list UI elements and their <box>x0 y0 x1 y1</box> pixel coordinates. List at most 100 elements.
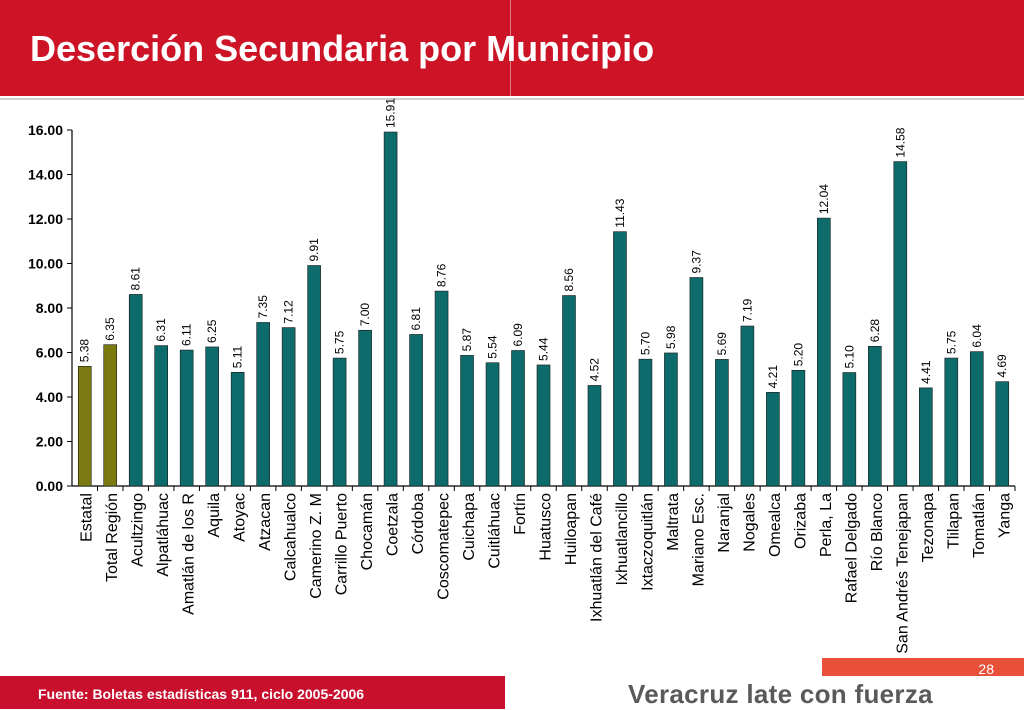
data-label: 5.75 <box>944 330 958 354</box>
data-label: 6.09 <box>511 323 525 347</box>
source-note: Fuente: Boletas estadísticas 911, ciclo … <box>38 686 365 702</box>
bar <box>230 372 245 487</box>
category-label: Naranjal <box>716 493 733 553</box>
bar <box>638 358 653 487</box>
y-tick-label: 14.00 <box>28 167 63 183</box>
category-label: Cuitláhuac <box>487 493 504 569</box>
category-label: Perla, La <box>818 493 835 557</box>
bar <box>613 231 627 487</box>
data-label: 6.31 <box>154 318 168 342</box>
data-label: 6.81 <box>409 307 423 331</box>
y-tick-label: 6.00 <box>36 345 63 361</box>
bar <box>587 385 602 487</box>
category-label: Ixhuatlán del Café <box>588 493 605 622</box>
data-label: 7.12 <box>282 300 296 324</box>
bar <box>205 346 219 487</box>
category-label: Maltrata <box>665 493 682 551</box>
data-label: 5.98 <box>664 325 678 349</box>
bar <box>893 161 908 487</box>
slogan-text: Veracruz late con fuerza <box>628 679 933 709</box>
data-label: 5.54 <box>486 335 500 359</box>
category-label: Alpatláhuac <box>155 493 172 577</box>
bar <box>281 327 296 487</box>
category-label: Ixtaczoquitlán <box>639 493 656 591</box>
bar <box>511 350 525 487</box>
data-label: 12.04 <box>817 184 831 214</box>
y-tick-label: 12.00 <box>28 211 63 227</box>
category-label: San Andrés Tenejapan <box>894 493 911 654</box>
bar <box>460 355 474 487</box>
data-label: 7.35 <box>256 295 270 319</box>
bar <box>817 217 831 487</box>
category-label: Acultzingo <box>130 493 147 567</box>
category-label: Camerino Z. M <box>308 493 325 599</box>
category-label: Rafael Delgado <box>843 493 860 603</box>
data-label: 5.11 <box>231 346 245 369</box>
category-label: Amatlán de los R <box>181 493 198 615</box>
category-label: Total Región <box>104 493 121 582</box>
category-label: Carrillo Puerto <box>334 493 351 595</box>
bar <box>715 359 729 487</box>
data-label: 9.91 <box>307 238 321 262</box>
category-label: Coscomatepec <box>436 493 453 600</box>
data-label: 14.58 <box>893 127 907 157</box>
data-label: 15.91 <box>384 98 398 128</box>
category-label: Mariano Esc. <box>690 493 707 586</box>
data-label: 4.52 <box>587 358 601 382</box>
data-label: 5.87 <box>460 328 474 352</box>
bar <box>995 381 1010 487</box>
category-label: Chocamán <box>359 493 376 570</box>
data-label: 8.76 <box>435 263 449 287</box>
page-title: Deserción Secundaria por Municipio <box>30 28 655 69</box>
data-label: 6.35 <box>103 317 117 341</box>
category-label: Río Blanco <box>869 493 886 571</box>
bar <box>358 329 372 487</box>
data-label: 8.61 <box>129 267 143 291</box>
bar <box>868 345 882 487</box>
bar <box>383 131 398 487</box>
bar <box>128 294 143 487</box>
bar <box>179 349 194 487</box>
data-label: 5.10 <box>842 345 856 369</box>
data-label: 5.38 <box>78 339 92 363</box>
y-tick-label: 10.00 <box>28 256 63 272</box>
data-label: 4.21 <box>766 365 780 389</box>
bar <box>842 372 857 487</box>
data-label: 6.04 <box>970 324 984 348</box>
data-label: 5.69 <box>715 332 729 356</box>
footer-source-band: Fuente: Boletas estadísticas 911, ciclo … <box>0 676 505 709</box>
bar <box>256 322 270 487</box>
category-label: Huiloapan <box>563 493 580 565</box>
category-label: Aquila <box>206 493 223 538</box>
category-label: Tezonapa <box>920 493 937 562</box>
bar-chart: 0.00 2.00 4.00 6.00 8.00 10.00 12.00 14.00 16.00… <box>28 98 1016 654</box>
category-label: Cuichapa <box>461 493 478 561</box>
category-label: Estatal <box>79 493 96 542</box>
category-label: Nogales <box>741 493 758 552</box>
data-label: 8.56 <box>562 268 576 292</box>
y-tick-label: 16.00 <box>28 122 63 138</box>
header-bar <box>0 0 1024 96</box>
bar <box>307 265 321 487</box>
category-label: Huatusco <box>538 493 555 561</box>
category-label: Calcahualco <box>283 493 300 581</box>
data-label: 5.70 <box>638 331 652 355</box>
category-label: Orizaba <box>792 493 809 549</box>
footer-bar: Fuente: Boletas estadísticas 911, ciclo … <box>0 676 1024 709</box>
category-label: Yanga <box>996 493 1013 538</box>
data-label: 7.00 <box>358 303 372 327</box>
bar <box>740 325 755 487</box>
data-label: 5.44 <box>537 337 551 361</box>
data-label: 5.20 <box>791 343 805 367</box>
data-label: 6.28 <box>868 319 882 343</box>
category-label: Tomatlán <box>971 493 988 558</box>
bar <box>409 334 423 487</box>
bar <box>664 352 678 487</box>
category-label: Córdoba <box>410 493 427 554</box>
data-label: 6.25 <box>205 319 219 343</box>
bar <box>969 351 984 487</box>
bar <box>434 290 449 487</box>
header-rule <box>0 98 1024 100</box>
data-label: 5.75 <box>333 330 347 354</box>
y-tick-label: 8.00 <box>36 300 63 316</box>
